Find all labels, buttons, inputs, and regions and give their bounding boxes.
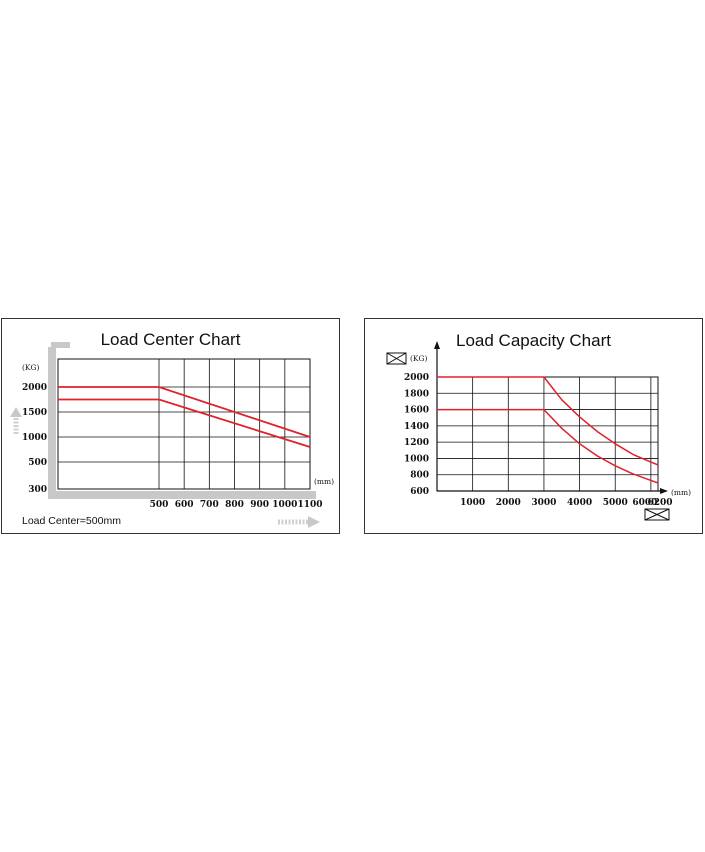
y-tick-label: 2000: [22, 383, 47, 393]
x-tick-label: 6200: [647, 498, 672, 508]
y-tick-label: 1200: [404, 438, 429, 448]
y-tick-label: 600: [410, 487, 429, 497]
y-axis-unit: (KG): [410, 354, 428, 363]
axis-frame: [48, 347, 316, 499]
y-tick-label: 800: [410, 471, 429, 481]
pallet-icon-cross: [644, 508, 670, 521]
series-line: [58, 398, 311, 448]
series-line: [437, 408, 659, 484]
x-tick-label: 900: [250, 500, 269, 510]
pallet-icon: [644, 508, 670, 521]
chart-title: Load Capacity Chart: [456, 331, 611, 350]
x-tick-label: 600: [175, 500, 194, 510]
x-tick-label: 800: [225, 500, 244, 510]
chart-title: Load Center Chart: [100, 330, 241, 349]
pallet-icon-cross: [386, 352, 407, 365]
x-tick-label: 500: [150, 500, 169, 510]
pallet-icon: [386, 352, 407, 365]
y-tick-label: 1400: [404, 422, 429, 432]
x-tick-label: 1000: [460, 498, 485, 508]
x-tick-label: 1000: [272, 500, 297, 510]
y-tick-label: 1000: [22, 433, 47, 443]
load-center-chart-panel: Load Center Chart 2000 1500 1000 500 300 (KG)…: [1, 318, 340, 534]
x-tick-label: 2000: [496, 498, 521, 508]
y-tick-label: 300: [28, 485, 47, 495]
x-arrow-icon: [308, 516, 320, 528]
y-tick-label: 2000: [404, 373, 429, 383]
y-tick-label: 500: [28, 458, 47, 468]
x-arrow-icon: [660, 488, 668, 494]
y-tick-label: 1000: [404, 454, 429, 464]
y-arrow-icon: [10, 407, 22, 417]
x-axis-unit: (mm): [671, 488, 691, 497]
y-arrow-icon: [434, 341, 440, 349]
x-tick-label: 4000: [567, 498, 592, 508]
y-tick-label: 1500: [22, 408, 47, 418]
x-tick-label: 5000: [603, 498, 628, 508]
y-tick-label: 1800: [404, 389, 429, 399]
load-capacity-chart: 2000 1800 1600 1400 1200 1000 800 600 1000 2000 30…: [386, 341, 691, 521]
x-tick-label: 3000: [531, 498, 556, 508]
plot-frame: [436, 376, 659, 492]
load-capacity-chart-panel: Load Capacity Chart 2000 1800 1600 1400 1200…: [364, 318, 703, 534]
x-axis-unit: (mm): [314, 477, 334, 486]
x-tick-label: 700: [200, 500, 219, 510]
series-line: [437, 376, 659, 466]
x-tick-label: 6000: [632, 498, 657, 508]
y-axis-unit: (KG): [22, 363, 40, 372]
y-tick-label: 1600: [404, 406, 429, 416]
x-tick-label: 1100: [297, 500, 322, 510]
series-line: [58, 386, 311, 438]
load-center-note: Load Center=500mm: [22, 515, 121, 527]
